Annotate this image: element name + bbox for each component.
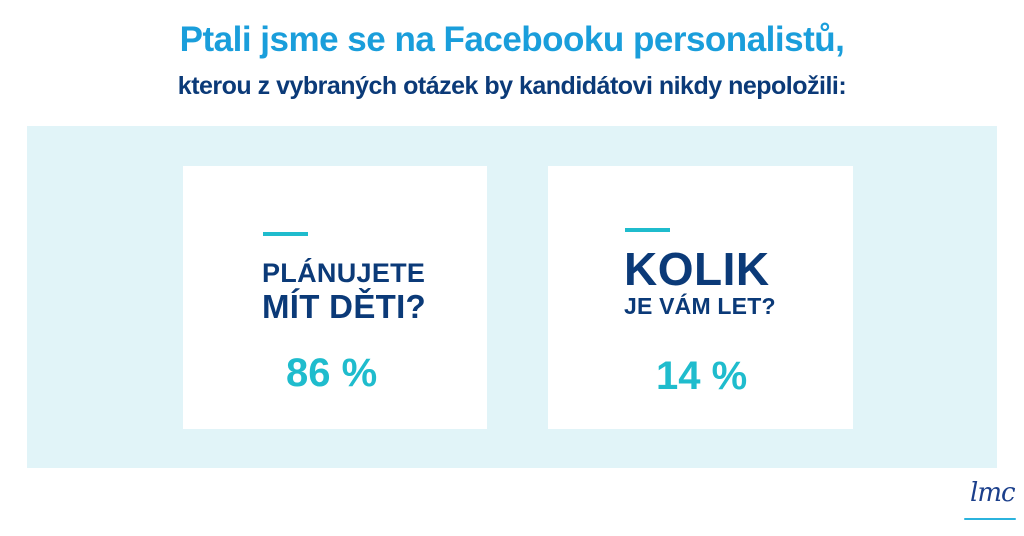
question-line-1: KOLIK [624,243,770,295]
logo-text: lmc [970,478,1016,508]
logo-underline [964,518,1016,520]
accent-line [625,228,670,232]
question-line-1: PLÁNUJETE [262,258,426,288]
page-subtitle: kterou z vybraných otázek by kandidátovi… [177,72,847,100]
result-percent: 14 % [656,354,748,398]
result-card-children: PLÁNUJETE MÍT DĚTI? 86 % [183,166,487,429]
question-line-2: JE VÁM LET? [624,293,776,319]
result-card-age: KOLIK JE VÁM LET? 14 % [548,166,853,429]
lmc-logo: lmc [962,480,1020,526]
result-percent: 86 % [286,351,378,395]
question-line-2: MÍT DĚTI? [262,288,427,325]
page-title: Ptali jsme se na Facebooku personalistů, [179,20,845,59]
accent-line [263,232,308,236]
